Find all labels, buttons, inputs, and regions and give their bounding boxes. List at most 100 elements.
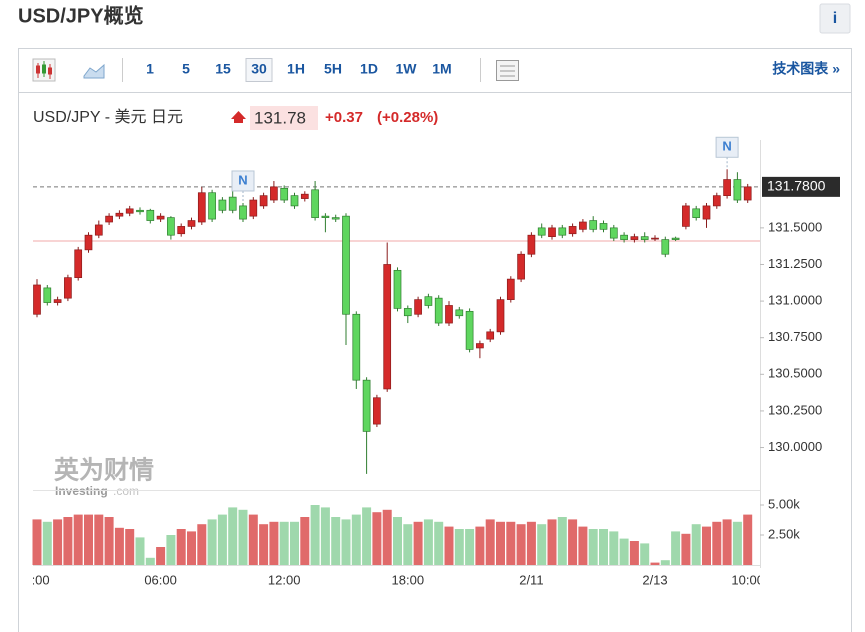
volume-bar	[712, 521, 722, 565]
x-axis: 0:00 06:00 12:00 18:00 2/11 2/13 10:00	[33, 572, 760, 587]
volume-bar	[300, 517, 310, 565]
interval-button[interactable]: 1D	[360, 61, 378, 77]
interval-button[interactable]: 30	[251, 61, 267, 77]
candle-body	[33, 284, 41, 315]
price-highlight	[250, 106, 318, 130]
candle-body	[568, 226, 577, 235]
volume-bar	[331, 517, 341, 565]
last-price-tag	[762, 176, 840, 197]
area-icon[interactable]	[83, 63, 105, 79]
volume-bar	[403, 524, 413, 565]
volume-bar	[671, 531, 681, 565]
volume-bar	[732, 521, 742, 565]
volume-bar	[197, 524, 207, 565]
volume-bar	[681, 533, 691, 565]
volume-bar	[526, 521, 536, 565]
interval-button[interactable]: 1H	[287, 61, 305, 77]
volume-bar	[145, 557, 155, 565]
candle-body	[53, 299, 62, 303]
x-tick-label: 18:00	[392, 572, 425, 587]
candle-body	[362, 379, 371, 432]
info-button[interactable]	[819, 3, 851, 34]
candle-icon[interactable]	[32, 58, 56, 82]
interval-button[interactable]: 1M	[432, 61, 451, 77]
candle-body	[352, 313, 361, 381]
up-arrow	[231, 111, 246, 123]
candle-body	[393, 269, 402, 309]
interval-button[interactable]: 5H	[324, 61, 342, 77]
volume-bar	[125, 529, 135, 565]
volume-bar	[516, 524, 526, 565]
last-price-label: 131.7800	[767, 178, 826, 194]
watermark-site: Investing	[55, 484, 108, 498]
candle-body	[640, 236, 649, 240]
volume-bar	[279, 521, 289, 565]
annotation-label[interactable]: N	[722, 139, 731, 154]
volume-bar	[702, 526, 711, 565]
volume-bar	[53, 519, 63, 565]
quote-change: +0.37	[325, 109, 363, 126]
volume-bar	[588, 529, 598, 565]
volume-bar	[187, 531, 196, 565]
candle-body	[599, 223, 608, 230]
volume-bar	[217, 514, 227, 565]
candle-body	[620, 234, 628, 240]
page-title: USD/JPY概览	[18, 3, 144, 27]
volume-bar	[228, 507, 238, 565]
candle-body	[434, 297, 443, 324]
volume-tick-label: 5.00k	[768, 496, 800, 511]
volume-bar	[238, 509, 248, 565]
watermark-brand: 英为财情	[54, 457, 154, 485]
annotation-box[interactable]	[715, 136, 739, 158]
volume-tick-label: 2.50k	[768, 526, 800, 541]
candle-body	[167, 217, 175, 236]
quote-change-pct: (+0.28%)	[377, 109, 438, 126]
volume-bar	[135, 537, 145, 565]
y-tick-label: 131.2500	[768, 256, 822, 271]
volume-bar	[320, 507, 330, 565]
annotation-label[interactable]: N	[238, 172, 247, 187]
candle-body	[496, 299, 505, 333]
candle-body	[259, 195, 268, 207]
candle-body	[105, 215, 113, 223]
interval-button[interactable]: 1W	[396, 61, 418, 77]
candle-body	[414, 299, 422, 315]
candle-body	[702, 205, 711, 220]
volume-bar	[578, 526, 588, 565]
plot: 130.0000 130.2500 130.5000 130.7500 131.0000…	[32, 136, 840, 565]
volume-bar	[568, 519, 578, 565]
y-tick-label: 130.7500	[768, 329, 822, 344]
candle-body	[373, 397, 381, 425]
candle-body	[383, 264, 392, 390]
candle-body	[156, 215, 165, 220]
candle-body	[197, 192, 206, 223]
indicator-icon[interactable]	[496, 60, 519, 81]
candle-body	[249, 199, 258, 217]
quote-symbol: USD/JPY - 美元 日元	[33, 108, 183, 126]
volume-bar	[73, 514, 83, 565]
interval-button[interactable]: 1	[146, 61, 154, 77]
candle-body	[146, 209, 155, 221]
candle-body	[43, 287, 52, 303]
candle-body	[486, 331, 495, 340]
technical-chart-link[interactable]: 技术图表 »	[772, 61, 840, 77]
volume-bar	[166, 535, 176, 565]
candle-body	[94, 224, 103, 236]
quote-price: 131.78	[254, 108, 306, 127]
candle-body	[321, 215, 330, 218]
y-tick-label: 130.0000	[768, 439, 822, 454]
volume-bar	[156, 547, 166, 565]
x-tick-label: 12:00	[268, 572, 301, 587]
volume-bar	[506, 521, 516, 565]
volume-bar	[547, 519, 557, 565]
x-tick-label: 2/13	[642, 572, 667, 587]
candle-body	[177, 226, 186, 235]
interval-button[interactable]: 15	[215, 61, 231, 77]
candle-body	[723, 179, 731, 196]
volume-bar	[465, 529, 475, 565]
volume-bar	[743, 514, 753, 565]
interval-button[interactable]: 5	[182, 61, 190, 77]
info-icon[interactable]: i	[833, 10, 837, 27]
candle-body	[84, 234, 93, 251]
annotation-box[interactable]	[231, 170, 255, 192]
